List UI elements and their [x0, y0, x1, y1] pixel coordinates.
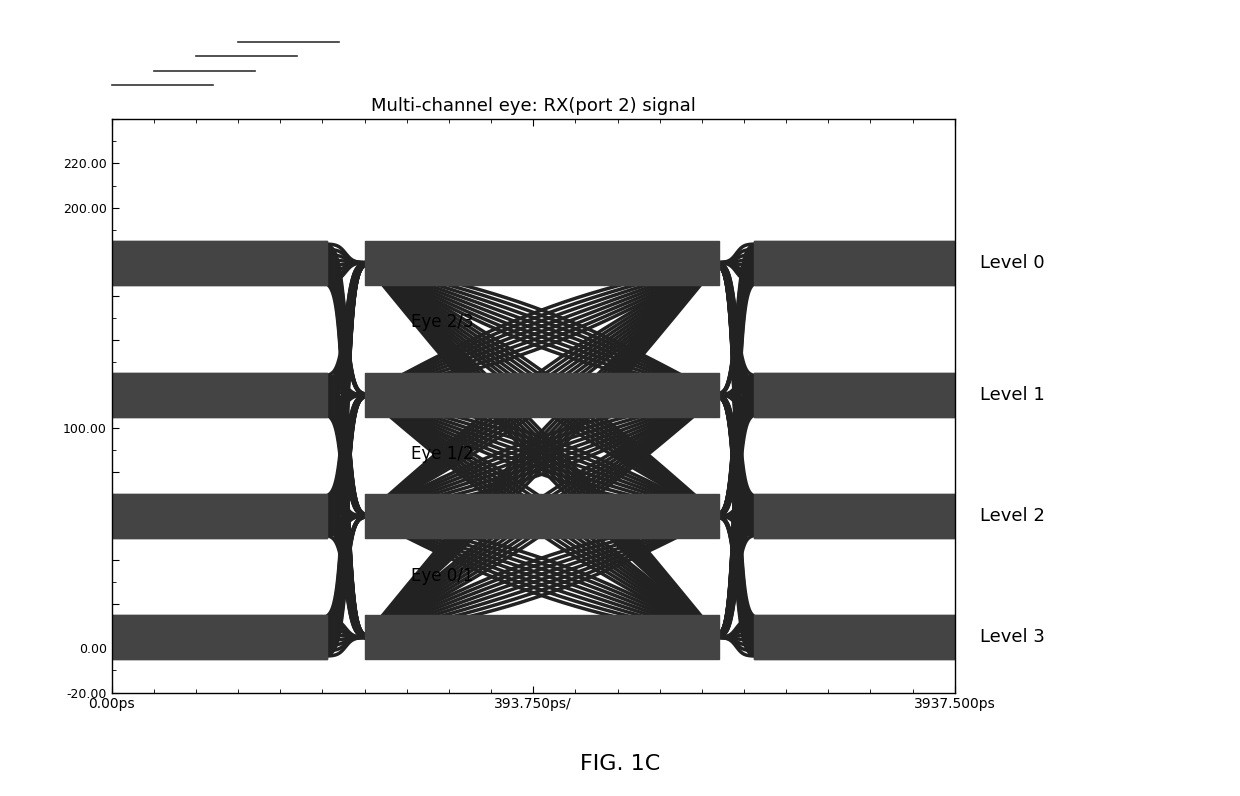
Text: Level 3: Level 3 [980, 628, 1044, 646]
Text: Level 1: Level 1 [980, 386, 1044, 404]
Text: Eye 1/2: Eye 1/2 [412, 446, 474, 463]
Text: Level 0: Level 0 [980, 254, 1044, 271]
Text: Level 2: Level 2 [980, 507, 1044, 525]
Text: Eye 0/1: Eye 0/1 [412, 567, 474, 585]
Text: FIG. 1C: FIG. 1C [580, 754, 660, 775]
Text: Eye 2/3: Eye 2/3 [412, 313, 474, 331]
Title: Multi-channel eye: RX(port 2) signal: Multi-channel eye: RX(port 2) signal [371, 97, 696, 115]
